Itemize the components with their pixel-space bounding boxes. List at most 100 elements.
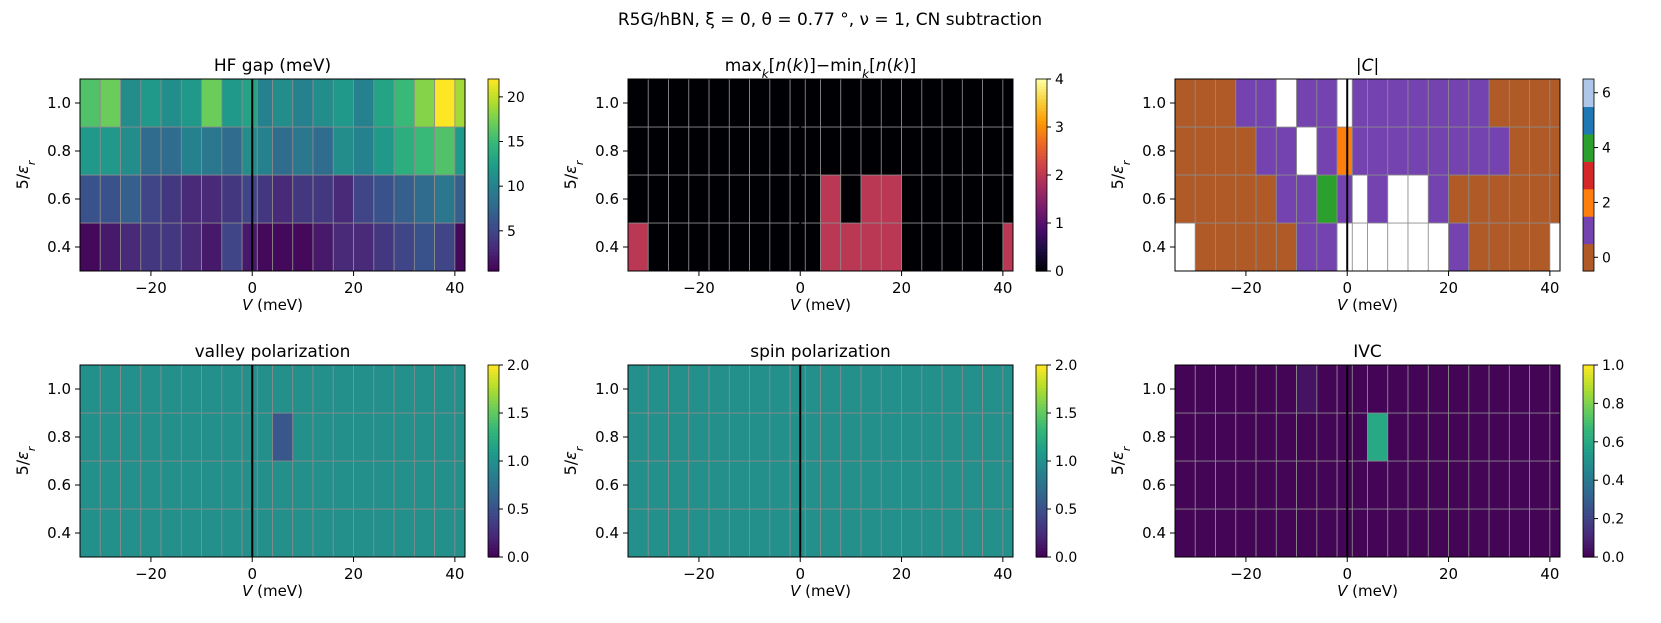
colorbar-segment <box>1036 496 1047 500</box>
heatmap-cell <box>99 412 121 462</box>
colorbar-segment <box>1583 406 1594 411</box>
heatmap-cell <box>99 460 121 510</box>
heatmap-cell <box>804 460 821 510</box>
colorbar-segment <box>488 181 499 186</box>
heatmap-cell <box>434 222 456 272</box>
heatmap-cell <box>769 412 791 462</box>
heatmap-cell <box>941 460 963 510</box>
heatmap-cell <box>749 412 771 462</box>
heatmap-cell <box>769 364 791 414</box>
heatmap-cell <box>99 222 121 272</box>
colorbar-segment <box>1036 461 1047 465</box>
y-tick-label: 0.8 <box>1142 142 1166 160</box>
colorbar-tick-label: 2 <box>1055 168 1064 184</box>
heatmap-cell <box>961 364 984 414</box>
heatmap-cell <box>668 222 690 272</box>
colorbar-segment <box>1036 483 1047 488</box>
colorbar-segment <box>488 155 499 160</box>
heatmap-cell <box>789 412 806 462</box>
heatmap-cell <box>921 126 943 176</box>
heatmap-cell <box>79 126 101 176</box>
heatmap-cell <box>982 460 1004 510</box>
heatmap-panel: −20 0 20 40 0.4 0.6 0.8 1.0 HF gap (meV) V (meV) 5… <box>13 56 525 314</box>
heatmap-cell <box>860 222 882 272</box>
heatmap-cell <box>688 460 710 510</box>
colorbar-segment <box>1583 515 1594 520</box>
heatmap-cell <box>749 222 771 272</box>
colorbar-segment <box>1036 445 1047 449</box>
heatmap-cell <box>454 460 466 510</box>
colorbar-segment <box>488 537 499 542</box>
heatmap-cell <box>840 364 862 414</box>
heatmap-cell <box>180 460 202 510</box>
heatmap-cell <box>1468 364 1490 414</box>
colorbar-segment <box>1036 489 1047 494</box>
heatmap-cell <box>393 412 415 462</box>
colorbar-segment <box>1583 505 1594 510</box>
heatmap-cell <box>820 126 842 176</box>
heatmap-cell <box>668 126 690 176</box>
heatmap-cell <box>201 222 223 272</box>
y-tick-label: 0.8 <box>47 142 71 160</box>
colorbar-segment <box>488 528 499 532</box>
colorbar-segment <box>1036 486 1047 491</box>
colorbar-segment <box>1036 120 1047 125</box>
colorbar-segment <box>1036 493 1047 497</box>
heatmap-cell <box>627 460 649 510</box>
heatmap-cell <box>272 364 294 414</box>
colorbar-segment <box>1036 365 1047 369</box>
colorbar-segment <box>1036 470 1047 475</box>
heatmap-cell <box>1296 460 1318 510</box>
heatmap-cell <box>921 364 943 414</box>
heatmap-cell <box>1407 460 1429 510</box>
colorbar-segment <box>488 168 499 173</box>
heatmap-cell <box>820 460 842 510</box>
heatmap-cell <box>728 364 750 414</box>
heatmap-cell <box>1407 412 1429 462</box>
heatmap-cell <box>79 364 101 414</box>
colorbar-segment <box>488 95 499 99</box>
heatmap-cell <box>880 460 902 510</box>
colorbar-segment <box>1036 175 1047 179</box>
heatmap-cell <box>860 364 882 414</box>
y-tick-label: 1.0 <box>595 94 619 112</box>
colorbar-segment <box>1036 374 1047 379</box>
y-axis-label: 5/εr <box>561 159 586 189</box>
x-tick-label: 20 <box>1439 565 1458 583</box>
heatmap-cell <box>1488 412 1510 462</box>
heatmap-cell <box>1549 412 1561 462</box>
colorbar-segment <box>488 210 499 214</box>
colorbar-segment <box>1036 477 1047 481</box>
colorbar-segment <box>488 200 499 205</box>
heatmap-cell <box>353 126 375 176</box>
heatmap-cell <box>804 364 821 414</box>
heatmap-panel: −20 0 20 40 0.4 0.6 0.8 1.0 IVC V (meV) 5/εr 0.0 0.2… <box>1108 342 1624 600</box>
colorbar-segment <box>1583 445 1594 449</box>
heatmap-cell <box>1448 222 1470 272</box>
heatmap-cell <box>1255 78 1277 128</box>
colorbar-segment <box>1036 258 1047 262</box>
x-tick-label: 20 <box>892 565 911 583</box>
heatmap-cell <box>120 174 142 224</box>
heatmap-cell <box>1549 78 1561 128</box>
heatmap-cell <box>201 174 223 224</box>
heatmap-cell <box>312 364 334 414</box>
heatmap-cell <box>840 412 862 462</box>
colorbar-segment <box>1036 85 1047 90</box>
colorbar-segment <box>1036 79 1047 83</box>
heatmap-cell <box>668 508 690 558</box>
heatmap-cell <box>1002 174 1014 224</box>
colorbar-segment <box>1036 393 1047 398</box>
heatmap-cell <box>627 126 649 176</box>
heatmap-cell <box>688 412 710 462</box>
heatmap-cell <box>413 412 436 462</box>
heatmap-cell <box>221 364 243 414</box>
colorbar-segment <box>1036 416 1047 420</box>
colorbar-segment <box>1583 216 1594 245</box>
colorbar-segment <box>488 229 499 234</box>
heatmap-cell <box>941 364 963 414</box>
heatmap-cell <box>140 126 162 176</box>
heatmap-cell <box>454 222 466 272</box>
axes-frame <box>627 364 1014 558</box>
x-axis-label: V (meV) <box>242 296 303 314</box>
